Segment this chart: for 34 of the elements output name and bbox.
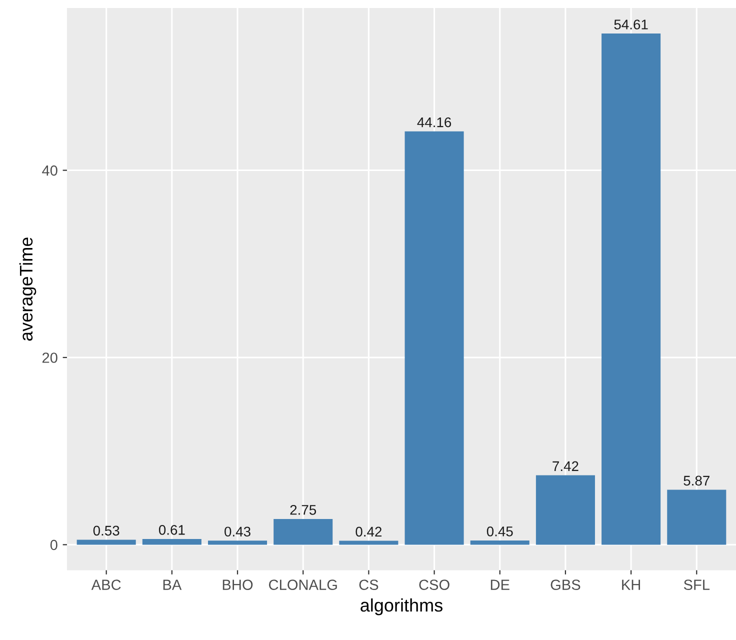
x-tick-label: CLONALG bbox=[268, 580, 337, 590]
x-axis-title: algorithms bbox=[360, 598, 442, 616]
data-label: 44.16 bbox=[417, 117, 452, 128]
bar bbox=[76, 540, 136, 545]
data-label: 0.45 bbox=[486, 526, 513, 536]
x-tick-label: ABC bbox=[91, 580, 121, 590]
x-tick-label: BHO bbox=[222, 580, 253, 590]
y-axis-title: averageTime bbox=[19, 238, 36, 341]
data-label: 0.53 bbox=[93, 526, 120, 536]
x-tick-label: GBS bbox=[550, 580, 580, 590]
bar bbox=[404, 131, 464, 545]
bar bbox=[602, 34, 661, 545]
bar bbox=[208, 540, 268, 545]
x-tick-label: BA bbox=[163, 580, 182, 590]
data-label: 54.61 bbox=[614, 20, 648, 30]
x-tick-label: CS bbox=[359, 580, 378, 590]
data-label: 0.42 bbox=[356, 526, 382, 537]
bar bbox=[142, 538, 202, 545]
y-tick-label: 40 bbox=[42, 165, 58, 176]
data-label: 0.61 bbox=[158, 525, 185, 535]
bar bbox=[274, 518, 333, 545]
x-tick-label: DE bbox=[490, 580, 510, 590]
bar bbox=[667, 490, 726, 545]
x-tick-label: CSO bbox=[419, 580, 450, 590]
y-tick-label: 0 bbox=[50, 540, 58, 550]
data-label: 7.42 bbox=[552, 461, 578, 471]
data-label: 2.75 bbox=[290, 504, 316, 515]
y-tick-label: 20 bbox=[42, 352, 58, 363]
bar bbox=[536, 475, 595, 545]
data-label: 0.43 bbox=[224, 526, 250, 537]
x-tick-label: SFL bbox=[684, 580, 710, 590]
bar bbox=[470, 540, 530, 545]
x-tick-label: KH bbox=[622, 580, 640, 590]
data-label: 5.87 bbox=[684, 476, 710, 486]
